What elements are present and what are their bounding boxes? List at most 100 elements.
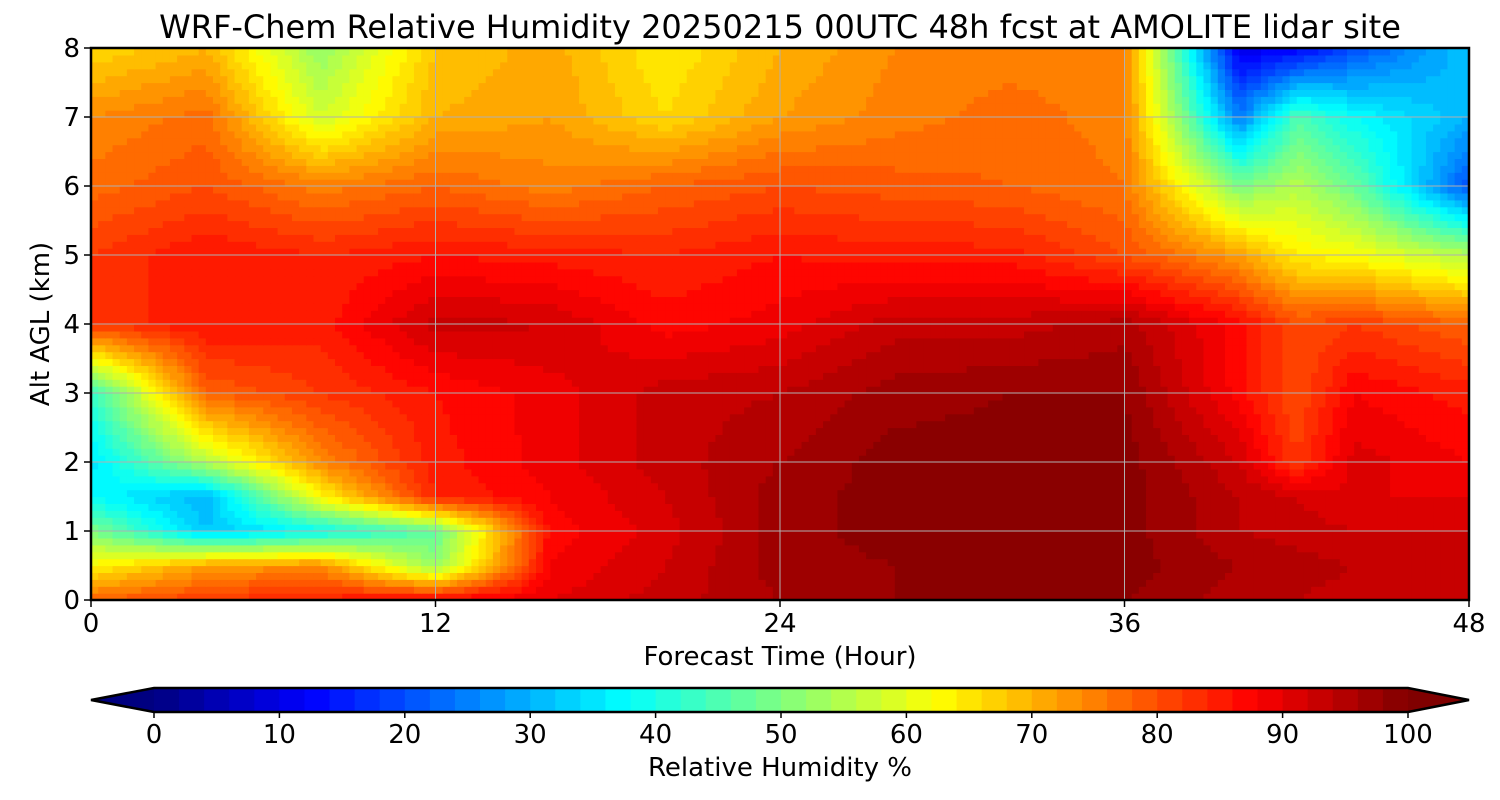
heatmap-cell — [1297, 572, 1305, 580]
heatmap-cell — [1383, 545, 1391, 553]
heatmap-cell — [1297, 545, 1305, 553]
heatmap-cell — [744, 566, 752, 574]
heatmap-cell — [1426, 441, 1434, 449]
heatmap-cell — [278, 538, 286, 546]
heatmap-cell — [873, 566, 881, 574]
heatmap-cell — [306, 441, 314, 449]
heatmap-cell — [579, 462, 587, 470]
heatmap-cell — [665, 559, 673, 567]
heatmap-cell — [385, 441, 393, 449]
heatmap-cell — [967, 517, 975, 525]
heatmap-cell — [385, 531, 393, 539]
heatmap-cell — [464, 428, 472, 436]
heatmap-cell — [852, 483, 860, 491]
heatmap-cell — [1325, 517, 1333, 525]
heatmap-cell — [572, 552, 580, 560]
heatmap-cell — [945, 510, 953, 518]
heatmap-cell — [141, 503, 149, 511]
heatmap-cell — [751, 490, 759, 498]
heatmap-cell — [1146, 476, 1154, 484]
heatmap-cell — [644, 566, 652, 574]
heatmap-cell — [450, 434, 458, 442]
heatmap-cell — [658, 552, 666, 560]
heatmap-cell — [1103, 490, 1111, 498]
heatmap-cell — [357, 448, 365, 456]
heatmap-cell — [1247, 462, 1255, 470]
heatmap-cell — [1031, 531, 1039, 539]
heatmap-cell — [945, 572, 953, 580]
heatmap-cell — [392, 469, 400, 477]
heatmap-cell — [1376, 503, 1384, 511]
heatmap-cell — [1254, 503, 1262, 511]
heatmap-cell — [809, 531, 817, 539]
heatmap-cell — [974, 428, 982, 436]
heatmap-cell — [1010, 448, 1018, 456]
heatmap-cell — [220, 572, 228, 580]
heatmap-cell — [1002, 462, 1010, 470]
heatmap-cell — [723, 586, 731, 594]
heatmap-cell — [909, 579, 917, 587]
heatmap-cell — [794, 517, 802, 525]
heatmap-cell — [1132, 421, 1140, 429]
heatmap-cell — [1347, 434, 1355, 442]
heatmap-cell — [285, 566, 293, 574]
heatmap-cell — [148, 538, 156, 546]
heatmap-cell — [270, 490, 278, 498]
heatmap-cell — [1002, 428, 1010, 436]
heatmap-cell — [522, 538, 530, 546]
heatmap-cell — [1002, 545, 1010, 553]
heatmap-cell — [1010, 517, 1018, 525]
heatmap-cell — [1010, 559, 1018, 567]
heatmap-cell — [809, 503, 817, 511]
heatmap-cell — [873, 421, 881, 429]
heatmap-cell — [177, 531, 185, 539]
heatmap-cell — [156, 469, 164, 477]
heatmap-cell — [1110, 579, 1118, 587]
heatmap-cell — [1376, 510, 1384, 518]
heatmap-cell — [285, 455, 293, 463]
heatmap-cell — [392, 503, 400, 511]
heatmap-cell — [357, 552, 365, 560]
heatmap-cell — [1038, 490, 1046, 498]
heatmap-cell — [407, 503, 415, 511]
heatmap-cell — [974, 448, 982, 456]
heatmap-cell — [1397, 455, 1405, 463]
heatmap-cell — [1010, 476, 1018, 484]
heatmap-cell — [1347, 428, 1355, 436]
heatmap-cell — [1038, 586, 1046, 594]
heatmap-cell — [1254, 462, 1262, 470]
heatmap-cell — [148, 545, 156, 553]
heatmap-cell — [773, 517, 781, 525]
heatmap-cell — [385, 490, 393, 498]
heatmap-cell — [1125, 559, 1133, 567]
heatmap-cell — [1096, 545, 1104, 553]
heatmap-cell — [1426, 510, 1434, 518]
heatmap-cell — [206, 490, 214, 498]
heatmap-cell — [1132, 538, 1140, 546]
heatmap-cell — [536, 566, 544, 574]
heatmap-cell — [1074, 455, 1082, 463]
heatmap-cell — [163, 462, 171, 470]
heatmap-cell — [672, 566, 680, 574]
heatmap-cell — [328, 510, 336, 518]
heatmap-cell — [1232, 455, 1240, 463]
heatmap-cell — [1290, 579, 1298, 587]
heatmap-cell — [873, 448, 881, 456]
heatmap-cell — [615, 448, 623, 456]
heatmap-cell — [586, 579, 594, 587]
heatmap-cell — [450, 566, 458, 574]
heatmap-cell — [1024, 483, 1032, 491]
heatmap-cell — [902, 579, 910, 587]
heatmap-cell — [256, 531, 264, 539]
heatmap-cell — [536, 476, 544, 484]
heatmap-cell — [680, 524, 688, 532]
heatmap-cell — [1203, 434, 1211, 442]
heatmap-cell — [1282, 428, 1290, 436]
heatmap-cell — [873, 490, 881, 498]
heatmap-cell — [565, 586, 573, 594]
heatmap-cell — [493, 428, 501, 436]
heatmap-cell — [220, 428, 228, 436]
heatmap-cell — [256, 579, 264, 587]
heatmap-cell — [1110, 586, 1118, 594]
heatmap-cell — [400, 510, 408, 518]
